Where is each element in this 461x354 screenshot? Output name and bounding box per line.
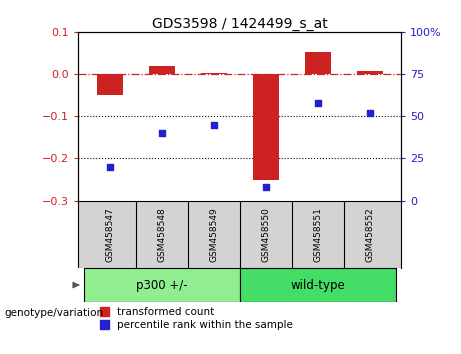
Bar bbox=[97, 74, 123, 95]
Text: p300 +/-: p300 +/- bbox=[136, 279, 188, 292]
Bar bbox=[240, 268, 396, 302]
Point bbox=[210, 122, 218, 127]
Title: GDS3598 / 1424499_s_at: GDS3598 / 1424499_s_at bbox=[152, 17, 328, 31]
Point bbox=[106, 164, 113, 170]
Text: genotype/variation: genotype/variation bbox=[5, 308, 104, 318]
Bar bbox=[201, 73, 227, 74]
Point bbox=[262, 184, 269, 190]
Text: GSM458551: GSM458551 bbox=[313, 207, 322, 262]
Bar bbox=[148, 65, 175, 74]
Bar bbox=[253, 74, 279, 179]
Bar bbox=[83, 268, 240, 302]
Text: GSM458552: GSM458552 bbox=[365, 207, 374, 262]
Text: GSM458547: GSM458547 bbox=[105, 207, 114, 262]
Text: GSM458549: GSM458549 bbox=[209, 207, 218, 262]
Point bbox=[314, 100, 321, 105]
Text: GSM458550: GSM458550 bbox=[261, 207, 270, 262]
Text: wild-type: wild-type bbox=[290, 279, 345, 292]
Legend: transformed count, percentile rank within the sample: transformed count, percentile rank withi… bbox=[100, 307, 293, 330]
Bar bbox=[357, 71, 383, 74]
Text: GSM458548: GSM458548 bbox=[157, 207, 166, 262]
Point bbox=[158, 130, 165, 136]
Bar bbox=[305, 52, 331, 74]
Point bbox=[366, 110, 373, 116]
